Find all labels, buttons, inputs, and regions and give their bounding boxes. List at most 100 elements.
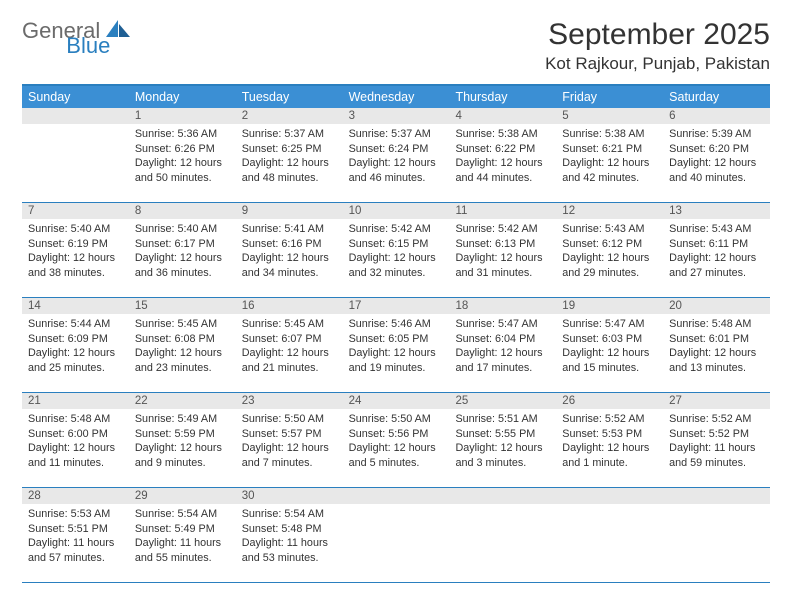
day-cell xyxy=(556,504,663,582)
daylight-text: Daylight: 12 hours and 19 minutes. xyxy=(349,346,444,375)
day-cell: Sunrise: 5:51 AMSunset: 5:55 PMDaylight:… xyxy=(449,409,556,487)
sunset-text: Sunset: 6:25 PM xyxy=(242,142,337,157)
day-cell: Sunrise: 5:47 AMSunset: 6:04 PMDaylight:… xyxy=(449,314,556,392)
sunrise-text: Sunrise: 5:47 AM xyxy=(455,317,550,332)
day-cell: Sunrise: 5:39 AMSunset: 6:20 PMDaylight:… xyxy=(663,124,770,202)
sunset-text: Sunset: 6:12 PM xyxy=(562,237,657,252)
day-body: Sunrise: 5:46 AMSunset: 6:05 PMDaylight:… xyxy=(343,314,450,381)
daylight-text: Daylight: 12 hours and 42 minutes. xyxy=(562,156,657,185)
day-number: 18 xyxy=(449,298,556,314)
sunrise-text: Sunrise: 5:43 AM xyxy=(669,222,764,237)
sunset-text: Sunset: 6:26 PM xyxy=(135,142,230,157)
daylight-text: Daylight: 12 hours and 27 minutes. xyxy=(669,251,764,280)
week-row: 14151617181920Sunrise: 5:44 AMSunset: 6:… xyxy=(22,298,770,393)
day-body: Sunrise: 5:48 AMSunset: 6:00 PMDaylight:… xyxy=(22,409,129,476)
daylight-text: Daylight: 12 hours and 5 minutes. xyxy=(349,441,444,470)
day-cell: Sunrise: 5:46 AMSunset: 6:05 PMDaylight:… xyxy=(343,314,450,392)
day-cell: Sunrise: 5:42 AMSunset: 6:13 PMDaylight:… xyxy=(449,219,556,297)
day-cell xyxy=(343,504,450,582)
day-body: Sunrise: 5:43 AMSunset: 6:11 PMDaylight:… xyxy=(663,219,770,286)
daylight-text: Daylight: 11 hours and 55 minutes. xyxy=(135,536,230,565)
sunset-text: Sunset: 5:59 PM xyxy=(135,427,230,442)
sunset-text: Sunset: 6:20 PM xyxy=(669,142,764,157)
day-cell: Sunrise: 5:48 AMSunset: 6:00 PMDaylight:… xyxy=(22,409,129,487)
day-body: Sunrise: 5:49 AMSunset: 5:59 PMDaylight:… xyxy=(129,409,236,476)
daylight-text: Daylight: 11 hours and 59 minutes. xyxy=(669,441,764,470)
sunset-text: Sunset: 6:03 PM xyxy=(562,332,657,347)
day-body: Sunrise: 5:44 AMSunset: 6:09 PMDaylight:… xyxy=(22,314,129,381)
day-cell: Sunrise: 5:37 AMSunset: 6:25 PMDaylight:… xyxy=(236,124,343,202)
day-number: 6 xyxy=(663,108,770,124)
daylight-text: Daylight: 12 hours and 38 minutes. xyxy=(28,251,123,280)
daylight-text: Daylight: 12 hours and 32 minutes. xyxy=(349,251,444,280)
day-cell: Sunrise: 5:40 AMSunset: 6:19 PMDaylight:… xyxy=(22,219,129,297)
sunrise-text: Sunrise: 5:49 AM xyxy=(135,412,230,427)
day-cell: Sunrise: 5:48 AMSunset: 6:01 PMDaylight:… xyxy=(663,314,770,392)
day-number: 1 xyxy=(129,108,236,124)
day-number: 22 xyxy=(129,393,236,409)
sunrise-text: Sunrise: 5:40 AM xyxy=(135,222,230,237)
sunrise-text: Sunrise: 5:52 AM xyxy=(669,412,764,427)
day-number: 8 xyxy=(129,203,236,219)
sunrise-text: Sunrise: 5:38 AM xyxy=(455,127,550,142)
weekday-label: Friday xyxy=(556,86,663,108)
day-number: 4 xyxy=(449,108,556,124)
day-body: Sunrise: 5:45 AMSunset: 6:07 PMDaylight:… xyxy=(236,314,343,381)
daylight-text: Daylight: 12 hours and 31 minutes. xyxy=(455,251,550,280)
week-row: 282930 Sunrise: 5:53 AMSunset: 5:51 PMDa… xyxy=(22,488,770,583)
weekday-label: Wednesday xyxy=(343,86,450,108)
sunrise-text: Sunrise: 5:38 AM xyxy=(562,127,657,142)
daylight-text: Daylight: 12 hours and 1 minute. xyxy=(562,441,657,470)
sunrise-text: Sunrise: 5:53 AM xyxy=(28,507,123,522)
sunset-text: Sunset: 6:16 PM xyxy=(242,237,337,252)
daylight-text: Daylight: 12 hours and 23 minutes. xyxy=(135,346,230,375)
sunset-text: Sunset: 5:52 PM xyxy=(669,427,764,442)
daylight-text: Daylight: 12 hours and 21 minutes. xyxy=(242,346,337,375)
sunset-text: Sunset: 5:56 PM xyxy=(349,427,444,442)
day-cell: Sunrise: 5:47 AMSunset: 6:03 PMDaylight:… xyxy=(556,314,663,392)
sunrise-text: Sunrise: 5:50 AM xyxy=(349,412,444,427)
day-number xyxy=(663,488,770,504)
sunset-text: Sunset: 5:48 PM xyxy=(242,522,337,537)
sunrise-text: Sunrise: 5:40 AM xyxy=(28,222,123,237)
weekday-label: Tuesday xyxy=(236,86,343,108)
sunset-text: Sunset: 5:57 PM xyxy=(242,427,337,442)
day-body: Sunrise: 5:47 AMSunset: 6:03 PMDaylight:… xyxy=(556,314,663,381)
daylight-text: Daylight: 12 hours and 40 minutes. xyxy=(669,156,764,185)
day-number xyxy=(449,488,556,504)
logo-text-blue: Blue xyxy=(66,33,110,58)
day-number: 15 xyxy=(129,298,236,314)
daylight-text: Daylight: 12 hours and 7 minutes. xyxy=(242,441,337,470)
sunrise-text: Sunrise: 5:42 AM xyxy=(349,222,444,237)
day-number: 3 xyxy=(343,108,450,124)
day-body: Sunrise: 5:48 AMSunset: 6:01 PMDaylight:… xyxy=(663,314,770,381)
sunrise-text: Sunrise: 5:47 AM xyxy=(562,317,657,332)
day-number: 13 xyxy=(663,203,770,219)
day-body: Sunrise: 5:47 AMSunset: 6:04 PMDaylight:… xyxy=(449,314,556,381)
day-body: Sunrise: 5:37 AMSunset: 6:24 PMDaylight:… xyxy=(343,124,450,191)
sunrise-text: Sunrise: 5:52 AM xyxy=(562,412,657,427)
sunset-text: Sunset: 6:24 PM xyxy=(349,142,444,157)
sunset-text: Sunset: 5:49 PM xyxy=(135,522,230,537)
day-number: 14 xyxy=(22,298,129,314)
sunset-text: Sunset: 5:51 PM xyxy=(28,522,123,537)
day-body: Sunrise: 5:38 AMSunset: 6:21 PMDaylight:… xyxy=(556,124,663,191)
sunset-text: Sunset: 6:07 PM xyxy=(242,332,337,347)
sunset-text: Sunset: 5:53 PM xyxy=(562,427,657,442)
day-number: 28 xyxy=(22,488,129,504)
day-cell: Sunrise: 5:42 AMSunset: 6:15 PMDaylight:… xyxy=(343,219,450,297)
weekday-label: Sunday xyxy=(22,86,129,108)
day-cell: Sunrise: 5:37 AMSunset: 6:24 PMDaylight:… xyxy=(343,124,450,202)
day-cell xyxy=(663,504,770,582)
calendar: SundayMondayTuesdayWednesdayThursdayFrid… xyxy=(22,84,770,583)
daylight-text: Daylight: 12 hours and 25 minutes. xyxy=(28,346,123,375)
day-number: 21 xyxy=(22,393,129,409)
sunrise-text: Sunrise: 5:54 AM xyxy=(242,507,337,522)
daylight-text: Daylight: 12 hours and 15 minutes. xyxy=(562,346,657,375)
sunrise-text: Sunrise: 5:45 AM xyxy=(135,317,230,332)
daylight-text: Daylight: 12 hours and 29 minutes. xyxy=(562,251,657,280)
week-row: 78910111213Sunrise: 5:40 AMSunset: 6:19 … xyxy=(22,203,770,298)
day-number: 20 xyxy=(663,298,770,314)
day-cell: Sunrise: 5:41 AMSunset: 6:16 PMDaylight:… xyxy=(236,219,343,297)
sunset-text: Sunset: 6:13 PM xyxy=(455,237,550,252)
